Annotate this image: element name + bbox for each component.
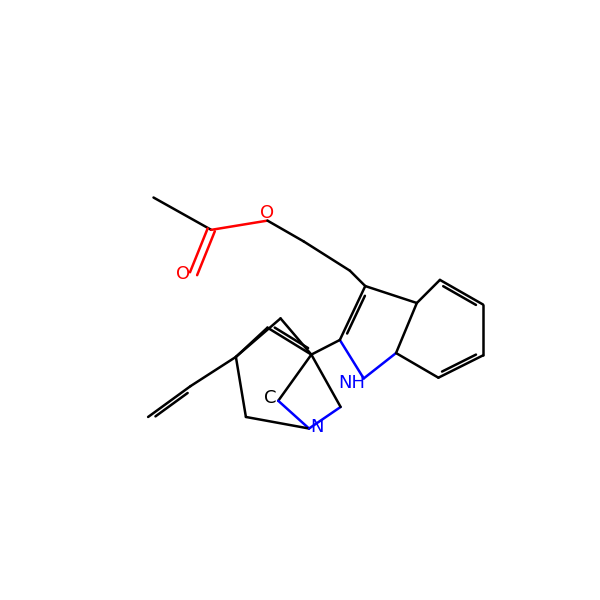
Text: O: O <box>260 204 275 222</box>
Text: N: N <box>310 418 323 436</box>
Text: NH: NH <box>338 374 365 392</box>
Text: C: C <box>264 389 277 407</box>
Text: O: O <box>176 265 190 283</box>
